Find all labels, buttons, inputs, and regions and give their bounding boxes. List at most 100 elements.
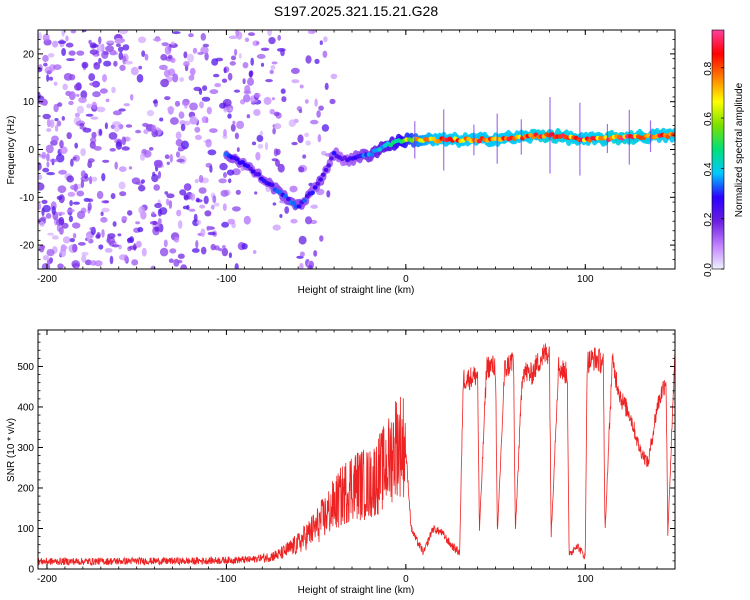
noise-blob (72, 156, 77, 161)
noise-blob (89, 49, 98, 55)
noise-blob (166, 161, 170, 165)
noise-blob (252, 250, 257, 254)
noise-blob (304, 132, 309, 138)
noise-blob (57, 263, 64, 269)
spectrogram-y-tick-label: -10 (20, 193, 35, 204)
noise-blob (219, 162, 228, 171)
noise-blob (154, 202, 163, 209)
noise-blob (170, 41, 175, 46)
noise-blob (130, 94, 134, 101)
noise-blob (130, 66, 139, 76)
ridge-core (291, 201, 297, 206)
noise-blob (189, 67, 196, 76)
noise-blob (82, 127, 92, 133)
noise-blob (175, 138, 183, 147)
noise-blob (59, 226, 64, 235)
noise-blob (322, 50, 328, 58)
noise-blob (253, 109, 261, 116)
noise-blob (51, 205, 56, 215)
noise-blob (228, 107, 234, 112)
noise-blob (281, 96, 287, 103)
noise-blob (118, 166, 127, 173)
noise-blob (109, 255, 114, 265)
spectrogram-x-tick-label: 100 (577, 274, 594, 285)
noise-blob (87, 160, 93, 169)
noise-blob (78, 96, 87, 104)
noise-blob (68, 50, 76, 56)
noise-blob (198, 88, 203, 95)
noise-blob (291, 141, 298, 146)
noise-blob (157, 218, 162, 225)
noise-blob (45, 213, 52, 219)
noise-blob (190, 193, 196, 201)
noise-blob (46, 74, 50, 82)
noise-blob (168, 258, 174, 264)
snr-x-tick-label: 0 (403, 574, 409, 585)
noise-blob (117, 46, 124, 53)
colorbar-tick-label: 0.2 (703, 212, 714, 226)
snr-line (38, 343, 675, 567)
noise-blob (41, 207, 45, 217)
noise-blob (188, 208, 196, 212)
colorbar-tick-label: 0.8 (703, 61, 714, 75)
noise-blob (118, 181, 126, 190)
spectrogram-x-tick-label: 0 (403, 274, 409, 285)
noise-blob (151, 211, 156, 218)
noise-blob (183, 194, 189, 201)
noise-blob (91, 44, 99, 48)
noise-blob (140, 152, 145, 161)
noise-blob (244, 37, 250, 42)
snr-y-tick-label: 200 (17, 483, 34, 494)
noise-blob (209, 128, 218, 134)
noise-blob (241, 243, 248, 250)
noise-blob (272, 202, 277, 206)
snr-panel: -200 -100 0 100 0 100 200 300 400 500 Height of … (6, 329, 676, 596)
noise-blob (200, 228, 206, 237)
noise-blob (72, 222, 81, 229)
noise-blob (124, 254, 129, 263)
noise-blob (74, 83, 81, 91)
noise-blob (198, 187, 207, 194)
noise-blob (62, 236, 71, 244)
noise-blob (304, 99, 309, 104)
noise-blob (115, 141, 123, 150)
spectrogram-x-tick-label: -200 (37, 274, 57, 285)
noise-blob (204, 52, 209, 61)
noise-blob (94, 260, 103, 267)
spectrogram-ridge (223, 97, 675, 211)
noise-blob (159, 207, 168, 215)
noise-blob (272, 224, 281, 231)
noise-blob (113, 60, 118, 67)
snr-x-axis-label: Height of straight line (km) (298, 585, 415, 596)
noise-blob (254, 191, 258, 195)
noise-blob (159, 64, 168, 71)
noise-blob (324, 82, 329, 90)
noise-blob (227, 113, 232, 119)
noise-blob (221, 221, 230, 228)
noise-blob (214, 83, 222, 88)
noise-blob (113, 125, 120, 132)
noise-blob (291, 67, 300, 74)
noise-blob (321, 124, 330, 132)
noise-blob (177, 220, 183, 229)
noise-blob (183, 61, 190, 67)
noise-blob (69, 74, 76, 81)
ridge-core (283, 194, 288, 199)
noise-blob (277, 163, 285, 173)
noise-blob (76, 50, 85, 56)
noise-blob (46, 118, 51, 128)
noise-blob (194, 126, 201, 133)
noise-blob (66, 132, 72, 140)
noise-blob (257, 143, 264, 149)
noise-blob (49, 158, 58, 163)
noise-blob (57, 102, 63, 107)
noise-blob (163, 239, 168, 248)
noise-blob (151, 124, 157, 132)
noise-blob (62, 83, 68, 91)
noise-blob (74, 112, 80, 118)
noise-blob (38, 162, 42, 171)
noise-blob (104, 248, 113, 253)
ridge-core (477, 139, 482, 144)
noise-blob (305, 140, 312, 146)
noise-blob (138, 206, 145, 215)
